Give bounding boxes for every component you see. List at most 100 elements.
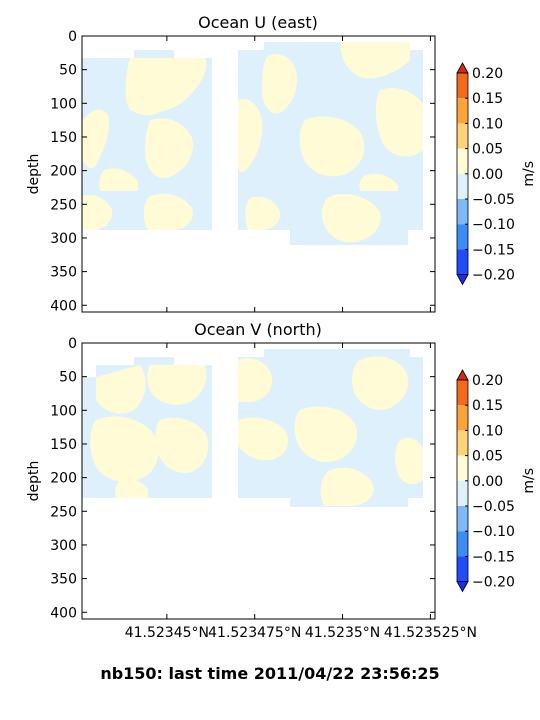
colorbar-tick-label-v-8: −0.20 bbox=[472, 575, 515, 591]
colorbar-segment-v-4 bbox=[457, 480, 468, 506]
panel-u-title: Ocean U (east) bbox=[198, 13, 318, 32]
field-u-patch-2 bbox=[125, 58, 207, 116]
colorbar-tick-label-u-7: −0.15 bbox=[472, 242, 515, 258]
x-axis-u bbox=[166, 36, 431, 312]
colorbar-label-u: m/s bbox=[521, 161, 537, 187]
y-tick-label-v-8: 400 bbox=[50, 605, 77, 621]
colorbar-v: 0.20 0.15 0.10 0.05 0.00 −0.05 −0.10 −0.15 −0.20… bbox=[456, 369, 537, 593]
colorbar-segment-u-3 bbox=[457, 148, 468, 174]
y-tick-label-v-3: 150 bbox=[50, 437, 77, 453]
contour-field-u bbox=[82, 42, 423, 245]
field-u-patch-11 bbox=[82, 194, 113, 230]
field-v-patch-8 bbox=[352, 356, 409, 411]
y-tick-label-u-3: 150 bbox=[50, 130, 77, 146]
field-v-patch-4 bbox=[155, 417, 209, 474]
colorbar-tick-label-v-6: −0.10 bbox=[472, 524, 515, 540]
colorbar-extend-low-u bbox=[456, 274, 469, 286]
figure-suptitle: nb150: last time 2011/04/22 23:56:25 bbox=[100, 664, 440, 683]
field-u-gap bbox=[212, 80, 238, 190]
contour-field-v bbox=[82, 349, 423, 507]
field-u-patch-14 bbox=[322, 193, 381, 243]
colorbar-segment-u-1 bbox=[457, 98, 468, 124]
y-tick-label-u-7: 350 bbox=[50, 265, 77, 281]
field-u-patch-5 bbox=[238, 98, 263, 173]
y-tick-label-v-4: 200 bbox=[50, 471, 77, 487]
colorbar-segment-v-0 bbox=[457, 380, 468, 406]
field-u-patch-4 bbox=[99, 168, 138, 191]
panel-ocean-u: Ocean U (east) bbox=[26, 13, 436, 314]
colorbar-segment-v-2 bbox=[457, 430, 468, 456]
x-axis-v: 41.52345°N 41.523475°N 41.5235°N 41.523525°… bbox=[125, 343, 477, 641]
panel-v-title: Ocean V (north) bbox=[194, 320, 322, 339]
y-tick-label-u-4: 200 bbox=[50, 164, 77, 180]
y-tick-label-u-2: 100 bbox=[50, 96, 77, 112]
field-v-patch-11 bbox=[320, 467, 374, 506]
field-u-patch-12 bbox=[143, 193, 193, 230]
field-u-patch-3 bbox=[145, 118, 194, 179]
colorbar-tick-label-u-6: −0.10 bbox=[472, 217, 515, 233]
colorbar-u: 0.20 0.15 0.10 0.05 0.00 −0.05 −0.10 −0.15 −0.20… bbox=[456, 62, 537, 286]
y-tick-label-v-1: 50 bbox=[59, 370, 77, 386]
y-tick-label-u-1: 50 bbox=[59, 63, 77, 79]
panel-ocean-v: Ocean V (north) 0 50 100 150 200 250 300 350 400… bbox=[26, 320, 477, 641]
colorbar-tick-label-v-7: −0.15 bbox=[472, 549, 515, 565]
colorbar-tick-label-v-4: 0.00 bbox=[472, 474, 503, 490]
field-v-patch-2 bbox=[147, 365, 207, 405]
y-tick-label-u-0: 0 bbox=[68, 29, 77, 45]
field-u-patch-7 bbox=[299, 116, 365, 177]
field-v-patch-6 bbox=[238, 417, 289, 461]
colorbar-tick-label-u-4: 0.00 bbox=[472, 167, 503, 183]
colorbar-tick-label-u-5: −0.05 bbox=[472, 192, 515, 208]
plot-frame-v bbox=[81, 342, 436, 620]
colorbar-tick-label-u-2: 0.10 bbox=[472, 116, 503, 132]
colorbar-segment-u-6 bbox=[457, 224, 468, 250]
colorbar-segment-v-1 bbox=[457, 405, 468, 431]
colorbar-segment-u-2 bbox=[457, 123, 468, 149]
x-tick-label-v-2: 41.5235°N bbox=[305, 625, 380, 641]
field-v-patch-1 bbox=[96, 365, 146, 414]
field-v-patch-3 bbox=[90, 416, 159, 482]
y-label-u: depth bbox=[26, 154, 42, 195]
field-v-patch-9 bbox=[395, 437, 423, 485]
colorbar-segment-u-7 bbox=[457, 249, 468, 275]
y-tick-label-v-6: 300 bbox=[50, 538, 77, 554]
y-tick-label-v-5: 250 bbox=[50, 504, 77, 520]
y-tick-label-v-2: 100 bbox=[50, 403, 77, 419]
colorbar-extend-high-v bbox=[456, 369, 469, 381]
colorbar-segment-v-5 bbox=[457, 506, 468, 532]
colorbar-tick-label-u-0: 0.20 bbox=[472, 66, 503, 82]
colorbar-extend-low-v bbox=[456, 581, 469, 593]
field-u-patch-6 bbox=[262, 53, 298, 114]
colorbar-tick-label-v-0: 0.20 bbox=[472, 373, 503, 389]
field-u-patch-1 bbox=[82, 109, 110, 168]
y-tick-label-u-6: 300 bbox=[50, 231, 77, 247]
colorbar-tick-label-u-3: 0.05 bbox=[472, 142, 503, 158]
colorbar-tick-label-v-2: 0.10 bbox=[472, 423, 503, 439]
colorbar-tick-label-v-1: 0.15 bbox=[472, 398, 503, 414]
field-v-patch-10 bbox=[115, 478, 148, 498]
colorbar-segment-u-5 bbox=[457, 199, 468, 225]
y-tick-label-v-0: 0 bbox=[68, 336, 77, 352]
colorbar-segment-v-7 bbox=[457, 556, 468, 582]
colorbar-tick-label-u-8: −0.20 bbox=[472, 268, 515, 284]
field-u-patch-10 bbox=[359, 173, 398, 191]
y-tick-label-u-5: 250 bbox=[50, 197, 77, 213]
field-u-patch-9 bbox=[375, 87, 423, 157]
x-tick-label-v-3: 41.523525°N bbox=[384, 625, 477, 641]
field-v-patch-7 bbox=[294, 406, 358, 463]
colorbar-extend-high-u bbox=[456, 62, 469, 74]
x-tick-label-v-1: 41.523475°N bbox=[208, 625, 301, 641]
field-v-gap bbox=[212, 387, 238, 497]
colorbar-segment-u-4 bbox=[457, 173, 468, 199]
colorbar-tick-label-u-1: 0.15 bbox=[472, 91, 503, 107]
colorbar-segment-u-0 bbox=[457, 73, 468, 99]
colorbar-tick-label-v-5: −0.05 bbox=[472, 499, 515, 515]
colorbar-segment-v-3 bbox=[457, 455, 468, 481]
y-tick-label-u-8: 400 bbox=[50, 298, 77, 314]
y-label-v: depth bbox=[26, 461, 42, 502]
plot-frame-u bbox=[81, 35, 436, 313]
colorbar-tick-label-v-3: 0.05 bbox=[472, 449, 503, 465]
field-u-patch-8 bbox=[340, 42, 410, 79]
y-axis-v: 0 50 100 150 200 250 300 350 400 bbox=[50, 336, 435, 621]
